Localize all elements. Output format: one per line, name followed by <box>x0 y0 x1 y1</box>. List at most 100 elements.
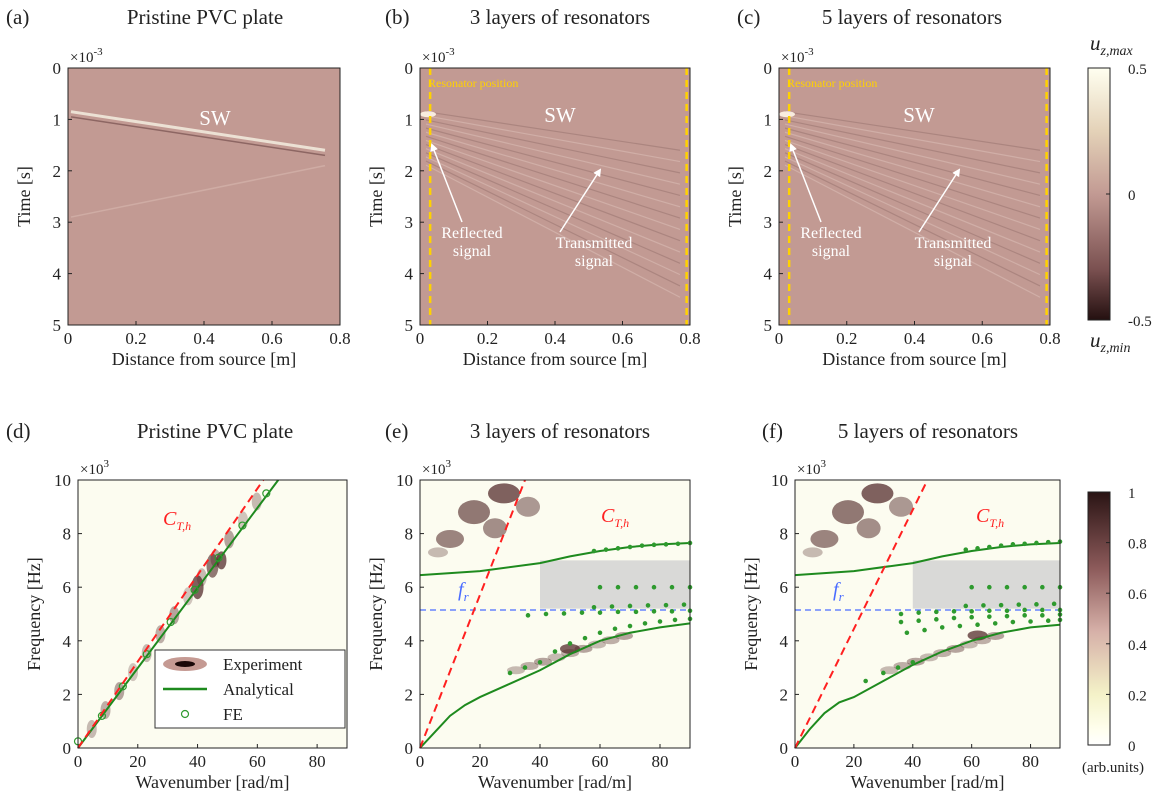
multiplier-exponent: -3 <box>804 46 814 58</box>
fe-point <box>597 630 603 636</box>
fe-point <box>591 604 597 610</box>
arrow <box>918 168 961 233</box>
heatmap-blob <box>832 500 864 525</box>
y-tick-label: 0 <box>405 59 414 78</box>
fe-point <box>975 546 980 551</box>
panel: (d) Pristine PVC plate CT,h Experiment Analy… <box>6 419 348 792</box>
annotation: Transmitted <box>915 235 992 252</box>
fe-point <box>987 584 992 590</box>
legend: Experiment Analytical FE <box>154 649 346 729</box>
colorbar: 0 0.2 0.4 0.6 0.8 1 (arb.units) <box>1082 486 1147 776</box>
fe-point <box>1034 540 1039 546</box>
y-tick-label: 5 <box>764 316 773 335</box>
x-tick-label: 80 <box>652 752 669 771</box>
resonance-label-sub: r <box>464 589 470 604</box>
axis-multiplier: ×10-3 <box>70 46 103 66</box>
x-tick-label: 0 <box>416 329 425 348</box>
annotation: Transmitted <box>556 235 633 252</box>
fe-point <box>627 603 633 609</box>
x-tick-label: 0.6 <box>612 329 633 348</box>
fe-point <box>507 670 513 676</box>
wave-streak <box>70 110 326 152</box>
y-tick-label: 1 <box>53 110 62 129</box>
fe-point <box>669 609 675 614</box>
panel-title: 5 layers of resonators <box>838 419 1018 443</box>
annotation: signal <box>575 253 614 270</box>
multiplier-base: ×10 <box>797 462 820 478</box>
fe-point <box>1040 584 1045 590</box>
panel-title: Pristine PVC plate <box>127 5 283 29</box>
x-axis-label: Wavenumber [rad/m] <box>851 772 1005 792</box>
axis-multiplier: ×103 <box>80 458 109 478</box>
wave-streak <box>784 115 1041 163</box>
wave-streak <box>70 116 326 157</box>
legend-label: Experiment <box>223 655 303 674</box>
x-axis-label: Distance from source [m] <box>463 349 647 369</box>
y-tick-label: 0 <box>63 739 72 758</box>
panel-title: 3 layers of resonators <box>470 419 650 443</box>
panel-label: (b) <box>385 5 410 29</box>
fe-point <box>633 609 639 615</box>
wave-streak <box>425 152 681 264</box>
x-tick-label: 0 <box>74 752 83 771</box>
y-tick-label: 6 <box>405 578 414 597</box>
wave-streak <box>784 156 1041 276</box>
y-tick-label: 4 <box>780 632 789 651</box>
heatmap-blob <box>588 640 606 649</box>
heatmap-blob <box>141 644 152 663</box>
multiplier-base: ×10 <box>80 462 103 478</box>
fe-point <box>916 610 921 615</box>
heatmap-blob <box>483 518 507 539</box>
y-tick-label: 10 <box>771 471 788 490</box>
wave-streak <box>425 127 681 197</box>
y-tick-label: 10 <box>396 471 413 490</box>
fe-point <box>639 543 645 548</box>
fe-point <box>969 614 974 620</box>
multiplier-base: ×10 <box>422 462 445 478</box>
fe-point <box>651 542 657 548</box>
fe-point <box>957 623 963 629</box>
reference-line <box>419 479 526 749</box>
wave-streak <box>784 119 1041 174</box>
colorbar-gradient <box>1087 491 1111 746</box>
fe-point <box>522 665 528 670</box>
plot-frame <box>77 479 348 749</box>
wave-streak <box>425 123 681 185</box>
heatmap-blob <box>946 644 965 653</box>
resonance-label: fr <box>833 579 845 604</box>
annotation: SW <box>544 103 576 127</box>
plot-frame <box>419 479 691 749</box>
y-tick-label: 0 <box>405 739 414 758</box>
fe-point <box>1051 601 1057 607</box>
panel: (b) 3 layers of resonators Resonator posit… <box>366 5 701 369</box>
y-tick-label: 0 <box>780 739 789 758</box>
fe-point <box>904 630 910 636</box>
x-tick-label: 0.6 <box>972 329 993 348</box>
x-tick-label: 0.2 <box>477 329 498 348</box>
annotation: Resonator position <box>787 76 877 90</box>
reference-label-main: C <box>976 505 990 527</box>
y-tick-label: 2 <box>764 162 773 181</box>
reference-label-sub: T,h <box>989 516 1004 530</box>
wave-streak <box>425 139 681 230</box>
x-tick-label: 20 <box>129 752 146 771</box>
reference-label-main: C <box>601 505 615 527</box>
fe-point <box>963 603 969 609</box>
fe-point <box>881 670 886 676</box>
annotation: Reflected <box>441 225 502 242</box>
heatmap-blob <box>889 496 913 517</box>
multiplier-exponent: -3 <box>93 46 103 58</box>
multiplier-base: ×10 <box>422 50 445 66</box>
panel-label: (e) <box>385 419 408 443</box>
fe-point <box>669 584 675 590</box>
reference-label-main: C <box>163 508 177 530</box>
arrow <box>789 143 822 223</box>
y-tick-label: 6 <box>780 578 789 597</box>
arrow <box>430 143 463 223</box>
heatmap-blob <box>802 547 823 558</box>
colorbar-top-label-sub: z,max <box>1100 44 1134 59</box>
y-tick-label: 4 <box>405 632 414 651</box>
fe-point <box>895 665 901 670</box>
colorbar-bottom-label-sub: z,min <box>1100 341 1131 356</box>
